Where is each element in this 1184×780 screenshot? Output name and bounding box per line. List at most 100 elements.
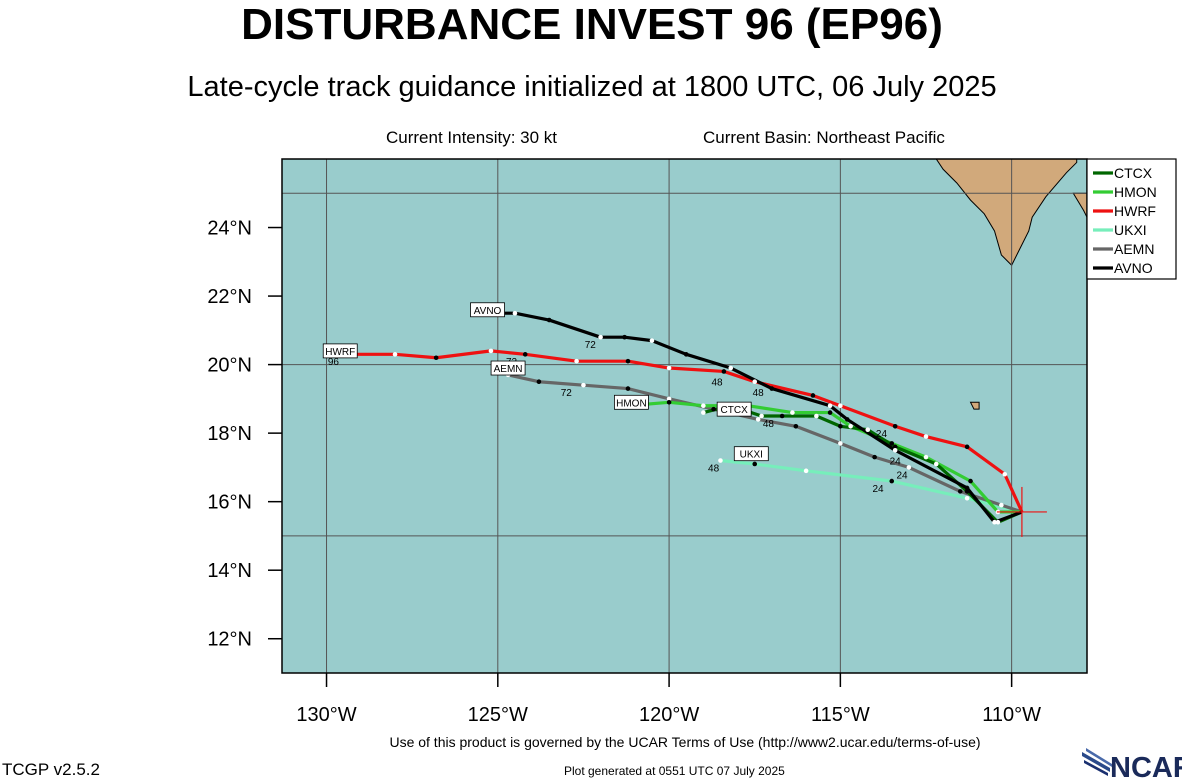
track-point — [701, 403, 706, 409]
track-point — [755, 417, 761, 422]
track-point — [1002, 471, 1008, 477]
chart-subtitle: Late-cycle track guidance initialized at… — [187, 71, 997, 103]
legend-label-aemn: AEMN — [1114, 241, 1154, 257]
track-point — [992, 519, 997, 525]
track-point — [666, 396, 672, 402]
map-frame — [281, 158, 1088, 674]
lat-tick-label: 14°N — [207, 560, 252, 582]
forecast-hour-label: 48 — [711, 378, 723, 389]
track-point — [598, 334, 603, 340]
forecast-hour-label: 72 — [585, 340, 597, 351]
track-point — [752, 379, 758, 385]
track-point — [923, 434, 929, 439]
track-label-box — [716, 401, 752, 417]
ocean-area — [282, 159, 1087, 673]
track-point — [892, 444, 898, 450]
track-label-hmon: HMON — [616, 398, 647, 409]
lat-tick-label: 24°N — [207, 218, 252, 240]
lon-tick-label: 130°W — [296, 704, 356, 726]
track-point — [964, 485, 970, 491]
track-point — [769, 386, 775, 391]
track-aemn — [507, 373, 1023, 514]
track-point — [512, 310, 518, 316]
track-point — [964, 489, 970, 494]
track-point — [892, 447, 898, 453]
gridlines — [282, 159, 1087, 673]
track-point — [536, 379, 542, 385]
legend-box — [1086, 158, 1177, 280]
current-basin-label: Current Basin: Northeast Pacific — [703, 128, 945, 147]
track-point — [718, 458, 723, 463]
track-point — [793, 423, 799, 429]
plot-generated-label: Plot generated at 0551 UTC 07 July 2025 — [564, 764, 785, 778]
track-point — [810, 393, 816, 398]
track-name-labels: AVNO HWRF AEMN HMON CTCX UKXI — [322, 302, 769, 462]
track-point — [827, 410, 833, 415]
ncar-logo-mark — [1082, 748, 1112, 776]
track-point — [721, 369, 727, 374]
track-point — [728, 365, 734, 371]
track-point — [649, 338, 655, 343]
track-point — [581, 382, 586, 388]
track-point — [759, 413, 764, 419]
track-point — [803, 468, 809, 474]
land-mass-0 — [935, 159, 1078, 267]
land-mass-2 — [969, 401, 980, 410]
track-point — [622, 334, 627, 340]
track-label-box — [614, 394, 649, 410]
forecast-hour-label: 72 — [561, 388, 573, 399]
track-label-hwrf: HWRF — [325, 347, 355, 358]
track-point — [701, 410, 706, 415]
legend-label-hwrf: HWRF — [1114, 203, 1156, 219]
track-point — [838, 403, 843, 409]
track-point — [827, 403, 833, 409]
version-label: TCGP v2.5.2 — [2, 760, 100, 779]
track-point — [999, 502, 1004, 508]
track-point — [752, 461, 758, 467]
track-point — [392, 352, 398, 357]
lat-tick-label: 12°N — [207, 629, 252, 651]
lat-tick-label: 22°N — [207, 286, 252, 308]
forecast-hour-label: 24 — [896, 470, 908, 481]
chart-title: DISTURBANCE INVEST 96 (EP96) — [241, 0, 943, 49]
legend-label-ctcx: CTCX — [1114, 165, 1153, 181]
track-point — [968, 478, 973, 484]
legend-label-ukxi: UKXI — [1114, 222, 1147, 238]
track-point — [625, 358, 631, 364]
track-point — [964, 495, 970, 501]
track-point — [574, 358, 579, 364]
track-point — [666, 399, 672, 405]
track-label-box — [322, 343, 358, 359]
lon-tick-label: 110°W — [982, 704, 1041, 726]
track-point — [906, 465, 912, 470]
track-point — [683, 352, 689, 357]
track-point — [838, 441, 843, 446]
forecast-hour-label: 48 — [763, 419, 775, 430]
track-point — [711, 406, 716, 412]
track-label-ukxi: UKXI — [740, 450, 763, 461]
lon-tick-label: 115°W — [811, 704, 870, 726]
track-point — [889, 441, 895, 446]
legend-label-hmon: HMON — [1114, 184, 1157, 200]
track-point — [848, 423, 853, 429]
track-point — [779, 413, 785, 419]
track-point — [957, 489, 963, 494]
track-label-box — [470, 302, 505, 318]
track-point — [790, 410, 795, 415]
lat-tick-label: 18°N — [207, 423, 252, 445]
track-point — [923, 454, 929, 460]
track-hmon — [627, 400, 1022, 514]
forecast-hour-label: 96 — [328, 357, 340, 368]
track-label-aemn: AEMN — [494, 364, 523, 375]
track-label-box — [490, 360, 526, 376]
forecast-hour-label: 24 — [876, 429, 888, 440]
track-label-box — [733, 446, 769, 462]
ncar-logo-text: NCAR — [1110, 752, 1182, 778]
lat-tick-label: 16°N — [207, 492, 252, 514]
lon-tick-label: 125°W — [468, 704, 528, 726]
track-point — [865, 427, 871, 433]
legend: CTCX HMON HWRF UKXI AEMN AVNO — [1086, 158, 1177, 280]
track-point — [838, 423, 843, 429]
ncar-logo: NCAR — [1082, 748, 1182, 778]
lat-tick-label: 20°N — [207, 355, 252, 377]
